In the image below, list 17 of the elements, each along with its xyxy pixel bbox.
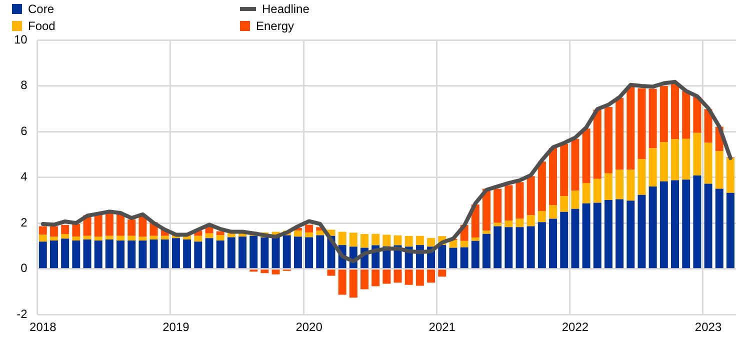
x-tick-label: 2022 bbox=[562, 320, 589, 334]
legend-label: Core bbox=[28, 2, 54, 16]
y-tick-label: 10 bbox=[14, 32, 28, 46]
y-tick-label: -2 bbox=[16, 306, 28, 321]
x-tick-label: 2020 bbox=[296, 320, 323, 334]
x-tick-label: 2018 bbox=[30, 320, 57, 334]
legend-label: Food bbox=[28, 18, 56, 32]
y-tick-label: 4 bbox=[20, 170, 28, 184]
y-tick-label: 8 bbox=[20, 78, 28, 92]
y-tick-label: 2 bbox=[20, 215, 28, 230]
legend-label: Energy bbox=[256, 18, 294, 32]
y-tick-label: 0 bbox=[20, 261, 28, 276]
x-tick-label: 2023 bbox=[694, 320, 722, 334]
legend-label: Headline bbox=[262, 2, 310, 16]
x-tick-label: 2021 bbox=[428, 320, 456, 334]
y-tick-label: 6 bbox=[20, 124, 28, 138]
x-tick-label: 2019 bbox=[162, 320, 190, 334]
